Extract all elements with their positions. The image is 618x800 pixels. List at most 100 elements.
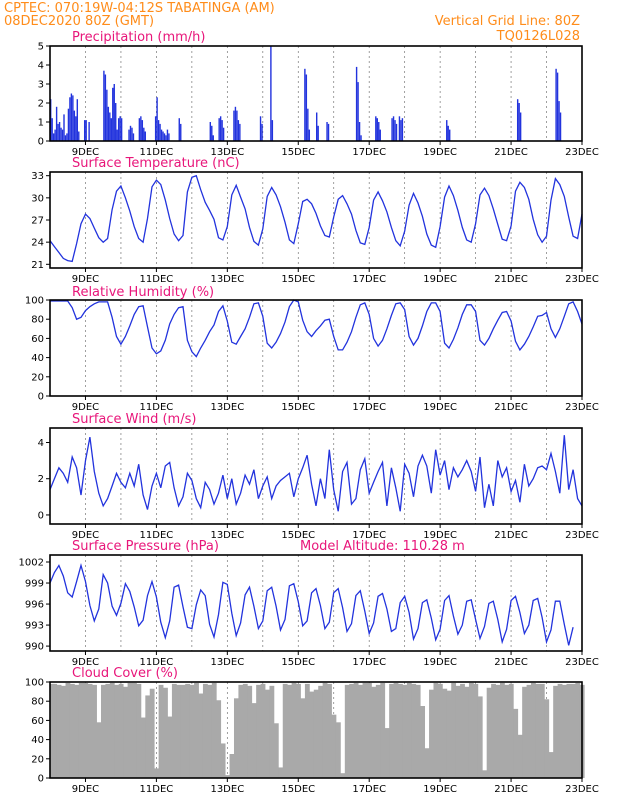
precip-bar [316, 112, 318, 141]
cloud-cover-panel: Cloud Cover (%) 0 20 40 60 80 100 9DEC 11DEC 13D… [25, 666, 599, 795]
precip-xtick-label: 19DEC [423, 147, 457, 158]
pressure-ytick-label: 996 [25, 600, 44, 611]
precip-bar [234, 106, 237, 141]
precip-bar [376, 118, 378, 141]
cloud-bar [553, 685, 559, 778]
cloud-bar [278, 767, 284, 778]
header-model-code: TQ0126L028 [496, 29, 580, 44]
precip-xtick-label: 13DEC [210, 147, 244, 158]
cloud-bar [517, 734, 523, 778]
pressure-xtick-label: 23DEC [565, 657, 599, 668]
cloud-bar [531, 682, 536, 778]
rh-frame [49, 299, 583, 397]
precip-bar [61, 129, 64, 141]
precip-bar [379, 129, 381, 141]
cloud-bar [504, 684, 510, 778]
cloud-ytick-label: 80 [31, 697, 44, 708]
precip-bar [113, 84, 115, 141]
precip-bar [57, 123, 59, 141]
temp-ytick-label: 27 [31, 216, 44, 227]
precip-bar [63, 114, 65, 141]
cloud-bar [304, 683, 310, 778]
precip-bar [75, 116, 77, 141]
cloud-bar [87, 683, 93, 778]
cloud-bar [171, 683, 177, 778]
rh-ytick-label: 100 [25, 296, 44, 307]
precip-xtick-label: 21DEC [494, 147, 528, 158]
precip-bar [212, 135, 214, 141]
precip-bar [76, 99, 79, 141]
cloud-bar [282, 683, 288, 778]
precip-bar [83, 120, 86, 141]
precip-bar [144, 131, 146, 141]
cloud-bar [194, 682, 199, 778]
cloud-bar [451, 682, 457, 778]
precip-bar [391, 118, 393, 141]
header-run-date: 08DEC2020 80Z (GMT) [4, 14, 154, 29]
rh-series-line [50, 299, 583, 358]
cloud-ytick-label: 100 [25, 678, 44, 689]
precip-bar [157, 120, 160, 141]
cloud-bar [570, 683, 576, 778]
cloud-bar [180, 684, 186, 778]
pressure-xtick-label: 17DEC [352, 657, 386, 668]
precip-frame [49, 45, 583, 142]
precip-bar [239, 123, 241, 141]
cloud-bar [415, 684, 421, 778]
temp-xtick-label: 21DEC [494, 274, 528, 285]
precip-bar [159, 123, 161, 141]
precip-bar [165, 135, 167, 141]
precip-bar [259, 116, 262, 141]
precip-bar [115, 103, 117, 141]
precip-bar [141, 120, 144, 141]
pressure-ytick-label: 999 [25, 579, 44, 590]
humidity-panel: Relative Humidity (%) 0 20 40 60 80 100 9DEC 11… [25, 285, 599, 413]
precip-bar [233, 110, 235, 141]
precip-bar [78, 131, 80, 141]
rh-xtick-label: 11DEC [140, 402, 174, 413]
cloud-bar [211, 682, 217, 778]
cloud-bar [149, 688, 155, 778]
cloud-bar [127, 682, 133, 778]
precip-bar [326, 122, 328, 141]
precip-bar [360, 135, 362, 141]
precip-ytick-label: 1 [38, 118, 44, 129]
precip-bar [271, 120, 274, 141]
cloud-bar [380, 682, 386, 778]
cloud-bar [366, 682, 372, 778]
cloud-bar [340, 773, 346, 778]
rh-ytick-label: 80 [31, 315, 44, 326]
temp-xtick-label: 15DEC [281, 274, 315, 285]
precip-bar [112, 87, 114, 141]
precip-xtick-label: 17DEC [352, 147, 386, 158]
precip-bar [67, 108, 70, 141]
precip-ytick-label: 4 [38, 61, 44, 72]
precip-bar [449, 129, 451, 141]
temp-xtick-label: 11DEC [140, 274, 174, 285]
cloud-bar [220, 743, 226, 778]
cloud-bar [499, 682, 505, 778]
pressure-xtick-label: 13DEC [210, 657, 244, 668]
cloud-bar [468, 682, 474, 778]
cloud-bar [167, 716, 173, 778]
temp-xtick-label: 13DEC [210, 274, 244, 285]
cloud-bar [411, 683, 417, 778]
precip-bar [261, 123, 263, 141]
cloud-bar [256, 684, 261, 778]
cloud-bar [544, 699, 550, 778]
cloud-bar [460, 683, 465, 778]
pressure-xtick-label: 21DEC [494, 657, 528, 668]
cloud-bar [296, 683, 301, 778]
cloud-bar [83, 682, 89, 778]
cloud-bar [406, 682, 412, 778]
precip-bar [73, 110, 76, 141]
precip-bar [401, 118, 404, 141]
cloud-bar [420, 706, 426, 778]
cloud-bar [344, 684, 350, 778]
wind-frame [49, 427, 583, 525]
precip-bar [355, 66, 358, 141]
pressure-xtick-label: 9DEC [72, 657, 99, 668]
cloud-bar [362, 682, 368, 778]
cloud-bar [132, 682, 137, 778]
cloud-bar [105, 683, 111, 778]
